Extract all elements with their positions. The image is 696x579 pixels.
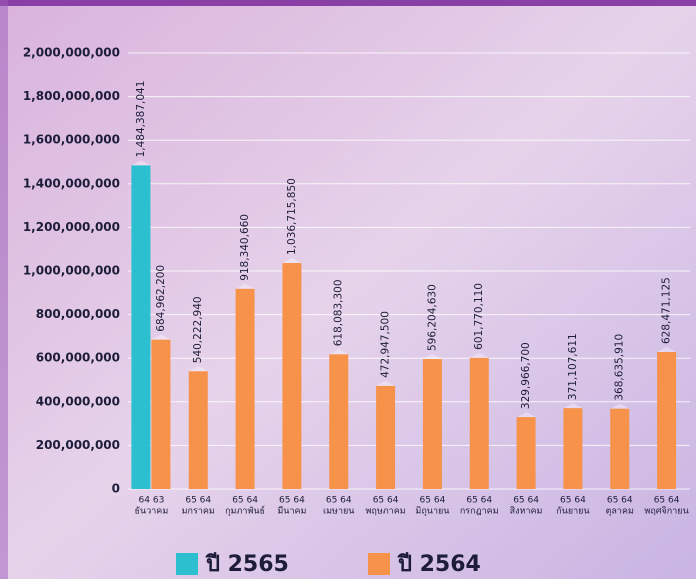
- value-label: 368,635,910: [614, 334, 626, 401]
- legend-label: ปี 2565: [205, 552, 289, 577]
- x-tick-label: เมษายน: [323, 507, 354, 517]
- x-tick-label: มิถุนายน: [415, 506, 449, 517]
- bar: [610, 409, 629, 489]
- bar: [131, 165, 150, 489]
- x-tick-label: กุมภาพันธ์: [225, 505, 265, 517]
- top-band: [0, 0, 696, 6]
- y-tick-label: 1,800,000,000: [23, 89, 120, 103]
- x-tick-label: 65 64: [654, 496, 680, 506]
- y-tick-label: 0: [112, 482, 120, 496]
- legend-label: ปี 2564: [397, 552, 481, 577]
- x-tick-label: 65 64: [560, 496, 586, 506]
- y-tick-label: 800,000,000: [36, 307, 120, 321]
- x-tick-label: มกราคม: [182, 507, 215, 517]
- x-tick-label: ตุลาคม: [606, 507, 634, 517]
- bar: [423, 359, 442, 489]
- bar: [470, 358, 489, 489]
- x-tick-label: กรกฎาคม: [460, 507, 499, 517]
- value-label: 601,770,110: [473, 283, 485, 350]
- y-tick-label: 1,000,000,000: [23, 264, 120, 278]
- value-label: 472,947,500: [380, 311, 392, 378]
- value-label: 684,962,200: [155, 265, 167, 332]
- background: [0, 0, 696, 579]
- bar: [657, 352, 676, 489]
- y-tick-label: 600,000,000: [36, 351, 120, 365]
- chart: 0 200,000,000 400,000,000 600,000,000 800,00…: [0, 0, 696, 579]
- x-tick-label: 65 64: [232, 496, 258, 506]
- y-tick-label: 200,000,000: [36, 438, 120, 452]
- x-tick-label: 65 64: [513, 496, 539, 506]
- x-tick-label: กันยายน: [556, 507, 589, 517]
- bar: [282, 263, 301, 489]
- bar: [151, 340, 170, 489]
- x-tick-label: 65 64: [326, 496, 352, 506]
- x-tick-label: 65 64: [466, 496, 492, 506]
- value-label: 371,107,611: [567, 333, 579, 400]
- x-tick-label: พฤศจิกายน: [644, 506, 688, 517]
- y-tick-label: 1,400,000,000: [23, 176, 120, 190]
- x-tick-label: พฤษภาคม: [365, 507, 405, 517]
- x-tick-label: 65 64: [279, 496, 305, 506]
- bar: [329, 354, 348, 489]
- x-tick-label: มีนาคม: [277, 506, 306, 517]
- x-tick-label: 64 63: [139, 496, 165, 506]
- bar: [376, 386, 395, 489]
- bar: [189, 371, 208, 489]
- x-tick-label: สิงหาคม: [510, 506, 543, 517]
- bar: [236, 289, 255, 489]
- legend-swatch: [176, 553, 198, 575]
- bar: [517, 417, 536, 489]
- y-tick-label: 1,200,000,000: [23, 220, 120, 234]
- x-tick-label: 65 64: [373, 496, 399, 506]
- value-label: 1,036,715,850: [286, 178, 298, 255]
- y-tick-label: 1,600,000,000: [23, 133, 120, 147]
- value-label: 596,204,630: [426, 284, 438, 351]
- value-label: 329,966,700: [520, 342, 532, 409]
- bar: [563, 408, 582, 489]
- x-tick-label: 65 64: [185, 496, 211, 506]
- value-label: 628,471,125: [661, 277, 673, 344]
- x-tick-label: 65 64: [607, 496, 633, 506]
- legend-swatch: [368, 553, 390, 575]
- value-label: 618,083,300: [333, 279, 345, 346]
- x-tick-label: ธันวาคม: [135, 507, 169, 517]
- y-tick-label: 400,000,000: [36, 394, 120, 408]
- value-label: 918,340,660: [239, 214, 251, 281]
- value-label: 1,484,387,041: [135, 81, 147, 158]
- page: 0 200,000,000 400,000,000 600,000,000 800,00…: [0, 0, 696, 579]
- value-label: 540,222,940: [192, 296, 204, 363]
- x-tick-label: 65 64: [420, 496, 446, 506]
- y-tick-label: 2,000,000,000: [23, 46, 120, 60]
- side-band: [0, 0, 8, 579]
